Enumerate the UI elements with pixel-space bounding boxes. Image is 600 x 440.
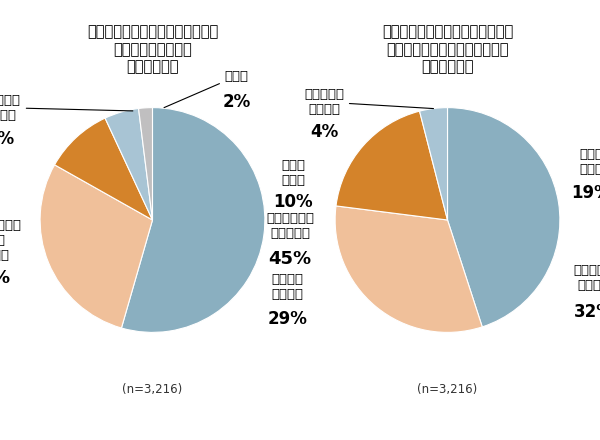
Text: その他: その他 bbox=[164, 70, 249, 108]
Wedge shape bbox=[105, 109, 152, 220]
Wedge shape bbox=[121, 108, 265, 332]
Wedge shape bbox=[40, 165, 152, 328]
Wedge shape bbox=[139, 108, 152, 220]
Text: 19%: 19% bbox=[571, 184, 600, 202]
Wedge shape bbox=[336, 111, 448, 220]
Title: 生活防衛のため、貯金を始めたり
貯金額を増やしたり
しましたか？: 生活防衛のため、貯金を始めたり 貯金額を増やしたり しましたか？ bbox=[87, 24, 218, 74]
Wedge shape bbox=[55, 118, 152, 220]
Text: 貯金を
始めた: 貯金を 始めた bbox=[281, 159, 305, 187]
Text: 32%: 32% bbox=[574, 303, 600, 321]
Text: 45%: 45% bbox=[269, 250, 312, 268]
Text: 5%: 5% bbox=[0, 130, 15, 148]
Text: 2%: 2% bbox=[223, 93, 251, 111]
Wedge shape bbox=[448, 108, 560, 327]
Text: していない・
変わらない: していない・ 変わらない bbox=[266, 212, 314, 240]
Text: どちらとも
言えない: どちらとも 言えない bbox=[304, 88, 433, 116]
Text: 投資を
始めた: 投資を 始めた bbox=[580, 147, 600, 176]
Text: 55%: 55% bbox=[0, 269, 11, 287]
Text: 投資資金を
増やした: 投資資金を 増やした bbox=[574, 264, 600, 293]
Wedge shape bbox=[419, 108, 448, 220]
Text: 10%: 10% bbox=[273, 193, 313, 211]
Text: (n=3,216): (n=3,216) bbox=[418, 383, 478, 396]
Text: 貯金額を
増やした: 貯金額を 増やした bbox=[271, 273, 304, 301]
Title: 生活防衛のため、投資を始めたり
投資にまわす資金を増やしたり
しましたか？: 生活防衛のため、投資を始めたり 投資にまわす資金を増やしたり しましたか？ bbox=[382, 24, 513, 74]
Text: 貯金していない・
貯金額は
変わらない: 貯金していない・ 貯金額は 変わらない bbox=[0, 219, 22, 262]
Text: 29%: 29% bbox=[268, 310, 307, 328]
Wedge shape bbox=[335, 206, 482, 332]
Text: 4%: 4% bbox=[310, 123, 338, 141]
Text: (n=3,216): (n=3,216) bbox=[122, 383, 182, 396]
Text: どちらとも
言えない: どちらとも 言えない bbox=[0, 94, 133, 121]
